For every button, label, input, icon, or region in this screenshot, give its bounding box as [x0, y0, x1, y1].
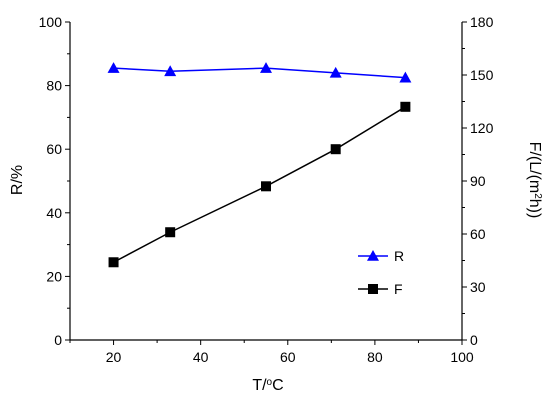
x-tick-label: 80 [367, 349, 383, 365]
series-f-point [165, 227, 176, 238]
y-right-axis-title-suffix: h)) [526, 199, 543, 219]
y-right-tick-label: 180 [470, 14, 494, 30]
y-left-tick-label: 20 [46, 268, 62, 284]
y-left-axis-title: R/% [9, 165, 26, 195]
x-tick-label: 40 [193, 349, 209, 365]
y-left-tick-label: 40 [46, 205, 62, 221]
series-r-point [329, 66, 342, 78]
series [107, 62, 412, 268]
y-left-tick-label: 60 [46, 141, 62, 157]
x-axis-title-sup: o [267, 377, 273, 388]
series-r-point [399, 71, 412, 83]
y-right-tick-label: 120 [470, 120, 494, 136]
y-right-tick-label: 0 [470, 332, 478, 348]
legend-r-marker [367, 250, 379, 261]
y-right-tick-label: 150 [470, 67, 494, 83]
x-axis-title-prefix: T/ [252, 377, 267, 394]
series-f-point [400, 101, 411, 112]
y-right-tick-label: 60 [470, 226, 486, 242]
y-left-tick-label: 80 [46, 78, 62, 94]
tick-marks [65, 21, 467, 345]
x-axis-title-suffix: C [272, 377, 284, 394]
series-r-point [260, 62, 272, 73]
series-f-point [261, 181, 271, 192]
x-tick-label: 100 [450, 349, 474, 365]
legend-r-label: R [394, 248, 404, 264]
series-f-point [330, 144, 341, 155]
y-right-tick-label: 30 [470, 279, 486, 295]
legend-f-marker [368, 284, 378, 294]
y-right-axis-title: F/(L/(m2h)) [526, 142, 544, 219]
y-left-tick-label: 100 [39, 14, 63, 30]
x-tick-label: 60 [280, 349, 296, 365]
series-r-point [164, 65, 177, 77]
y-right-axis-title-sup: 2 [533, 193, 544, 199]
legend: RF [358, 248, 404, 297]
legend-f-label: F [394, 281, 403, 297]
x-axis-title: T/oC [252, 377, 283, 395]
x-tick-label: 20 [106, 349, 122, 365]
y-left-tick-label: 0 [54, 332, 62, 348]
series-f-line [113, 106, 406, 263]
series-f-point [108, 257, 119, 268]
y-right-axis-title-prefix: F/(L/(m [526, 142, 543, 194]
series-r-point [107, 62, 120, 73]
series-r-line [113, 67, 406, 79]
y-right-tick-label: 90 [470, 173, 486, 189]
